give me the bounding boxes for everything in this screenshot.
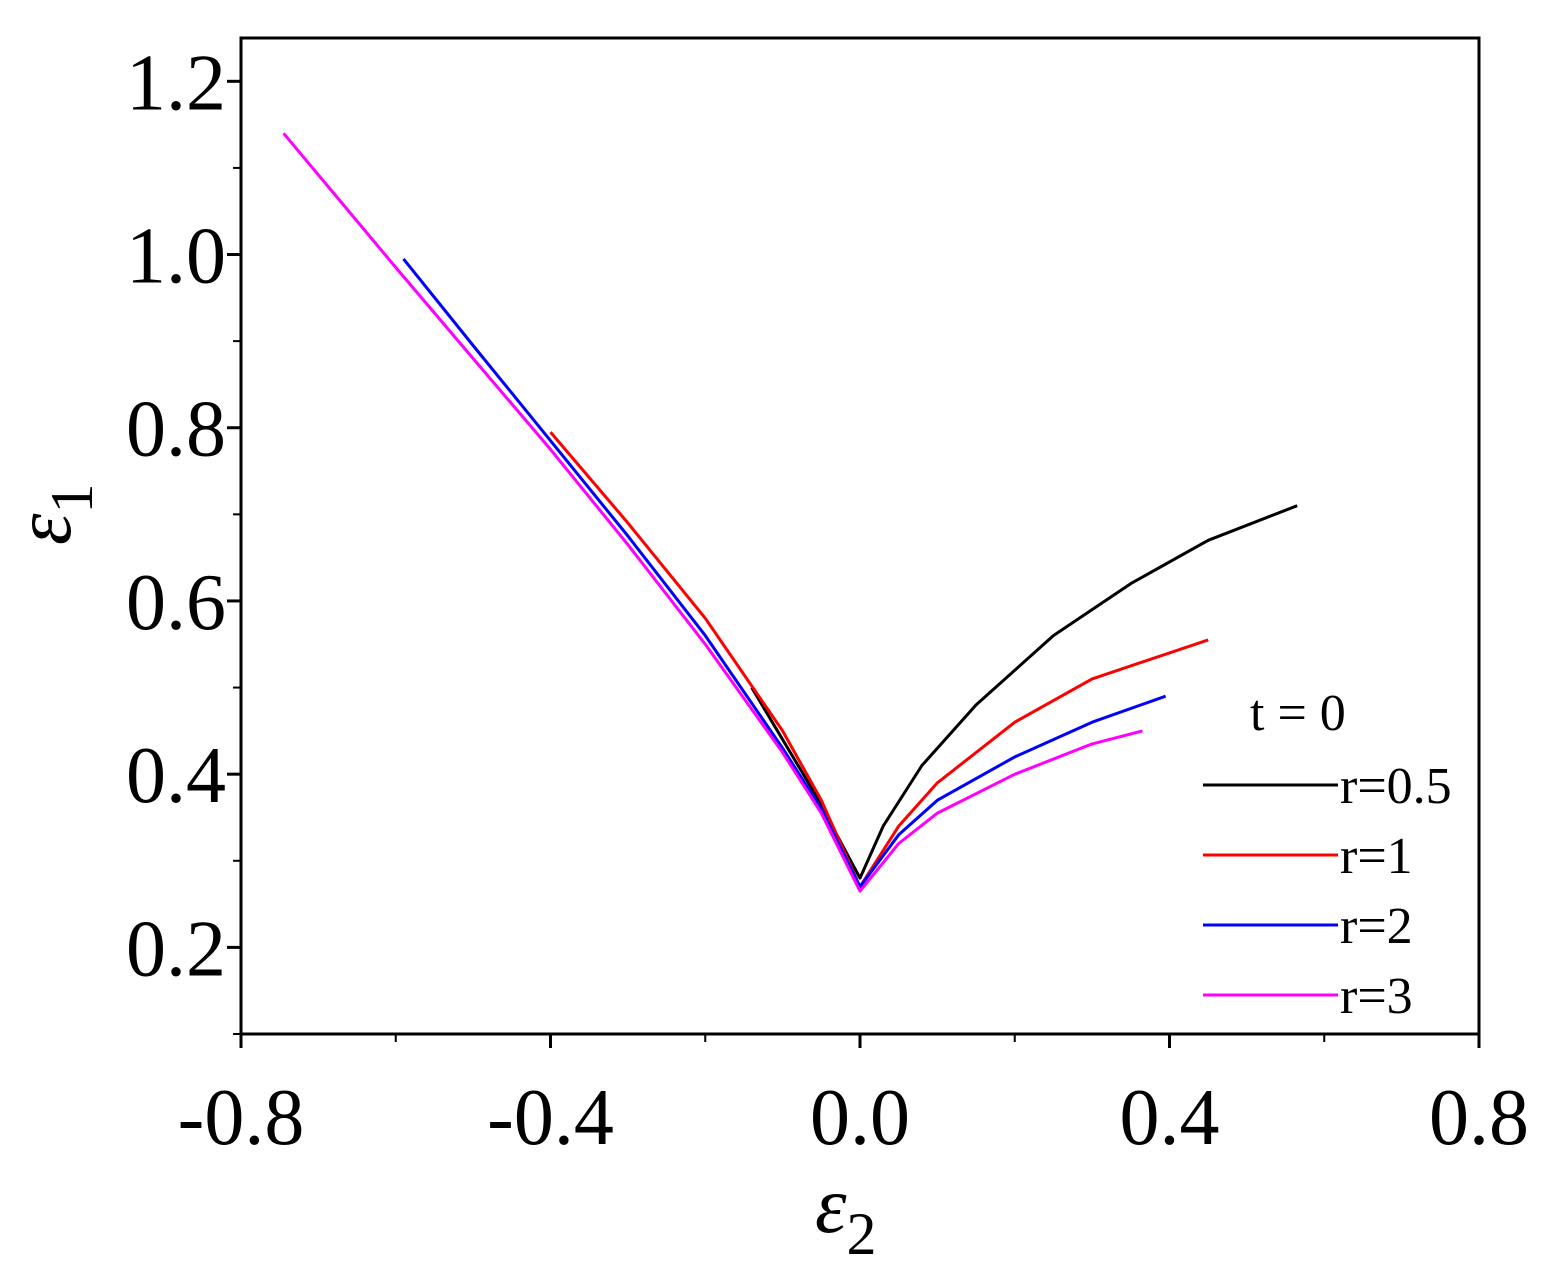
series-line-r-1 <box>549 431 1209 889</box>
x-axis-label: ε2 <box>815 1162 877 1267</box>
series-line-r-3 <box>282 132 1143 893</box>
y-tick-label: 0.4 <box>126 732 226 820</box>
x-tick-label: 0.0 <box>810 1074 910 1162</box>
legend: t = 0 r=0.5 r=1 r=2 r=3 <box>1203 685 1452 1025</box>
legend-label: r=2 <box>1340 898 1413 955</box>
x-axis-ticks: -0.8 -0.4 0.0 0.4 0.8 <box>178 1034 1529 1162</box>
y-tick-label: 1.2 <box>126 39 226 127</box>
legend-label: r=1 <box>1340 828 1413 885</box>
legend-title: t = 0 <box>1250 685 1346 742</box>
series-layer <box>282 132 1298 893</box>
y-tick-label: 1.0 <box>126 213 226 301</box>
x-tick-label: 0.4 <box>1120 1074 1220 1162</box>
y-axis-ticks: 0.2 0.4 0.6 0.8 1.0 1.2 <box>126 39 241 1035</box>
legend-label: r=3 <box>1340 968 1413 1025</box>
y-tick-label: 0.8 <box>126 386 226 474</box>
x-tick-label: -0.8 <box>178 1074 305 1162</box>
x-tick-label: 0.8 <box>1429 1074 1529 1162</box>
series-line-r-2 <box>402 257 1167 889</box>
series-line-r-0-5 <box>750 504 1298 880</box>
y-tick-label: 0.2 <box>126 905 226 993</box>
legend-label: r=0.5 <box>1340 758 1452 815</box>
y-tick-label: 0.6 <box>126 559 226 647</box>
x-tick-label: -0.4 <box>487 1074 614 1162</box>
y-axis-label: ε1 <box>0 483 105 545</box>
